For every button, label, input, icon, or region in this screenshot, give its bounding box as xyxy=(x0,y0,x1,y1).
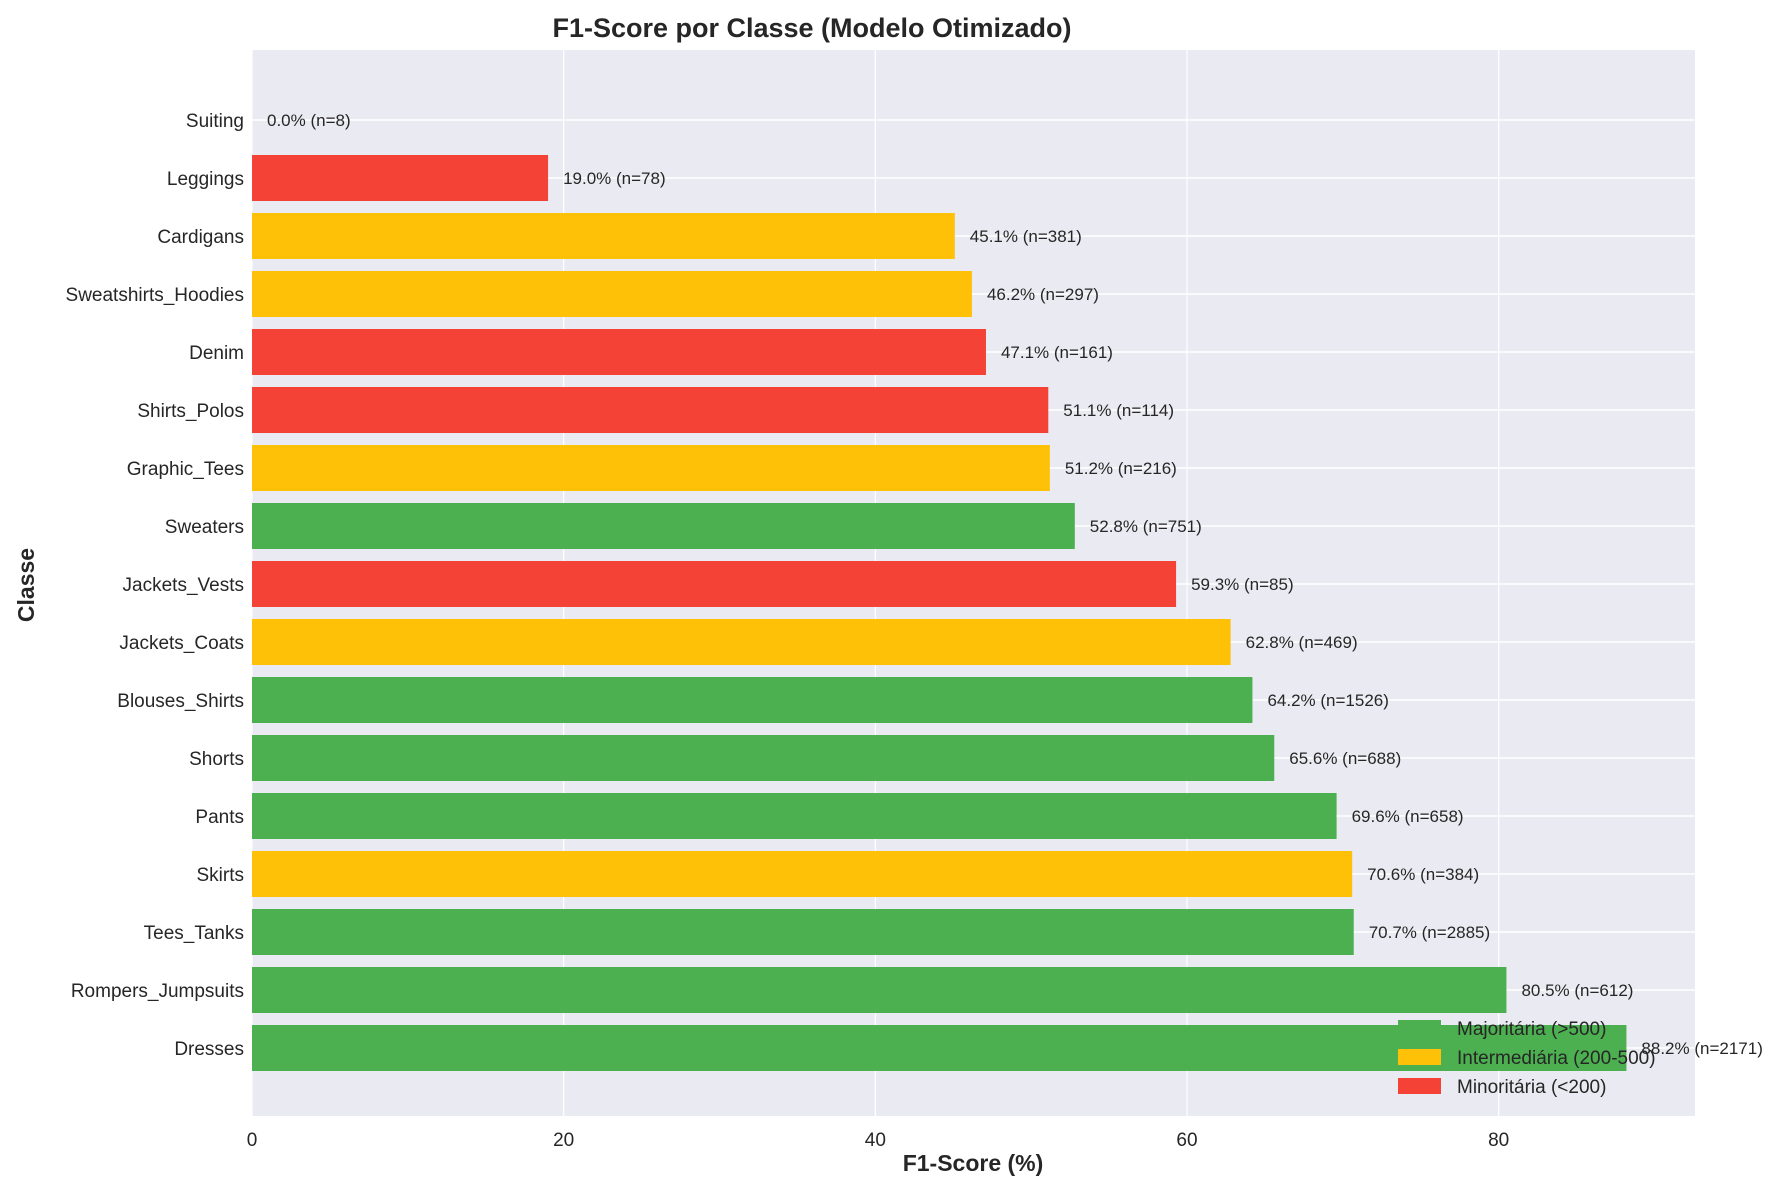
chart-title: F1-Score por Classe (Modelo Otimizado) xyxy=(552,13,1071,43)
x-tick-label: 40 xyxy=(865,1130,886,1151)
category-label: Cardigans xyxy=(157,227,244,248)
data-label: 69.6% (n=658) xyxy=(1352,807,1464,826)
category-labels: Suiting Leggings Cardigans Sweatshirts_Hood… xyxy=(66,111,244,1060)
category-label: Shirts_Polos xyxy=(137,401,244,422)
category-label: Denim xyxy=(189,343,244,364)
bar-graphic-tees xyxy=(252,445,1050,491)
data-label: 47.1% (n=161) xyxy=(1001,343,1113,362)
category-label: Sweaters xyxy=(165,517,244,538)
bar-tees-tanks xyxy=(252,909,1354,955)
category-label: Sweatshirts_Hoodies xyxy=(66,285,244,306)
data-label: 0.0% (n=8) xyxy=(267,111,351,130)
x-tick-labels: 0 20 40 60 80 xyxy=(247,1130,1510,1151)
data-label: 46.2% (n=297) xyxy=(987,285,1099,304)
category-label: Skirts xyxy=(197,865,245,886)
legend: Majoritária (>500) Intermediária (200-500… xyxy=(1398,1019,1656,1098)
data-label: 45.1% (n=381) xyxy=(970,227,1082,246)
category-label: Graphic_Tees xyxy=(127,459,244,480)
bar-sweatshirts-hoodies xyxy=(252,271,972,317)
y-axis-label: Classe xyxy=(13,548,39,622)
legend-swatch-maj xyxy=(1398,1020,1441,1036)
category-label: Suiting xyxy=(186,111,244,132)
bar-shorts xyxy=(252,735,1275,781)
bar-shirts-polos xyxy=(252,387,1049,433)
data-label: 65.6% (n=688) xyxy=(1289,749,1401,768)
bars xyxy=(252,155,1627,1071)
data-label: 88.2% (n=2171) xyxy=(1641,1039,1762,1058)
data-label: 70.6% (n=384) xyxy=(1367,865,1479,884)
bar-jackets-coats xyxy=(252,619,1231,665)
category-label: Jackets_Vests xyxy=(123,575,244,596)
bar-rompers-jumpsuits xyxy=(252,967,1507,1013)
data-label: 59.3% (n=85) xyxy=(1191,575,1294,594)
category-label: Shorts xyxy=(189,749,244,770)
category-label: Jackets_Coats xyxy=(119,633,244,654)
bar-blouses-shirts xyxy=(252,677,1253,723)
x-axis-label: F1-Score (%) xyxy=(903,1150,1044,1176)
x-tick-label: 80 xyxy=(1488,1130,1509,1151)
legend-label: Intermediária (200-500) xyxy=(1457,1048,1656,1069)
data-label: 70.7% (n=2885) xyxy=(1369,923,1490,942)
bar-jackets-vests xyxy=(252,561,1177,607)
legend-label: Majoritária (>500) xyxy=(1457,1019,1606,1040)
x-tick-label: 0 xyxy=(247,1130,258,1151)
category-label: Leggings xyxy=(167,169,244,190)
category-label: Pants xyxy=(195,807,244,828)
data-label: 51.1% (n=114) xyxy=(1063,401,1174,420)
x-tick-label: 20 xyxy=(553,1130,574,1151)
bar-cardigans xyxy=(252,213,955,259)
data-label: 52.8% (n=751) xyxy=(1090,517,1202,536)
category-label: Dresses xyxy=(174,1039,244,1060)
bar-dresses xyxy=(252,1025,1627,1071)
data-label: 64.2% (n=1526) xyxy=(1267,691,1388,710)
data-labels: 0.0% (n=8) 19.0% (n=78) 45.1% (n=381) 46.2%… xyxy=(267,111,1763,1058)
bar-denim xyxy=(252,329,986,375)
category-label: Rompers_Jumpsuits xyxy=(71,981,244,1002)
legend-swatch-min xyxy=(1398,1078,1441,1094)
legend-swatch-int xyxy=(1398,1049,1441,1065)
data-label: 80.5% (n=612) xyxy=(1521,981,1633,1000)
bar-leggings xyxy=(252,155,549,201)
bar-skirts xyxy=(252,851,1353,897)
bar-pants xyxy=(252,793,1337,839)
data-label: 51.2% (n=216) xyxy=(1065,459,1177,478)
category-label: Blouses_Shirts xyxy=(117,691,244,712)
x-tick-label: 60 xyxy=(1176,1130,1197,1151)
bar-sweaters xyxy=(252,503,1075,549)
data-label: 62.8% (n=469) xyxy=(1246,633,1358,652)
category-label: Tees_Tanks xyxy=(144,923,244,944)
data-label: 19.0% (n=78) xyxy=(563,169,666,188)
legend-label: Minoritária (<200) xyxy=(1457,1077,1606,1098)
